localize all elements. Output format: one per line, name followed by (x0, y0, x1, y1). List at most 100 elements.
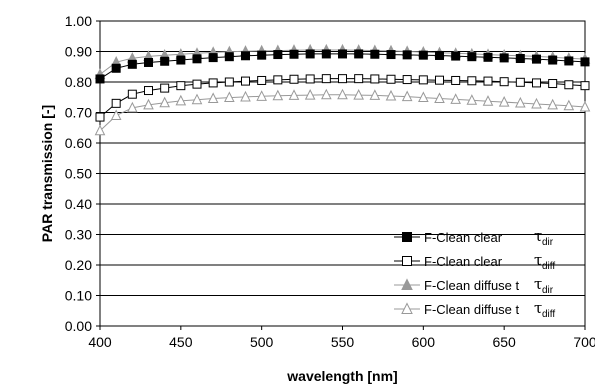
data-point (159, 96, 170, 108)
data-point (451, 75, 461, 85)
data-point (273, 50, 283, 60)
data-point (580, 81, 590, 91)
data-point (418, 75, 428, 85)
legend-subscript: diff (542, 261, 555, 272)
data-point (272, 89, 284, 101)
data-point (127, 89, 137, 99)
data-point (499, 77, 509, 87)
data-point (240, 90, 251, 102)
y-tick-label: 0.90 (65, 44, 92, 60)
legend-item: F-Clean clear τ diff (394, 251, 555, 272)
data-point (224, 77, 234, 87)
data-point (127, 59, 137, 69)
data-point (127, 101, 138, 113)
data-point (160, 56, 170, 66)
data-point (385, 89, 397, 101)
y-tick-label: 0.00 (65, 318, 92, 334)
data-point (564, 80, 574, 90)
data-point (401, 278, 413, 290)
legend-symbol: τ (534, 251, 542, 269)
data-point (515, 54, 525, 64)
legend-item: F-Clean diffuse t τ dir (394, 275, 554, 296)
x-tick-label: 450 (169, 334, 193, 350)
data-point (354, 74, 364, 84)
data-point (548, 79, 558, 89)
series-1 (95, 49, 590, 84)
y-tick-label: 0.60 (65, 135, 92, 151)
data-point (257, 50, 267, 60)
data-point (402, 50, 412, 60)
data-point (435, 75, 444, 85)
data-point (94, 124, 106, 136)
data-point (563, 99, 575, 111)
data-point (175, 94, 187, 106)
data-point (338, 74, 347, 84)
data-point (289, 49, 299, 59)
data-point (418, 50, 428, 60)
y-tick-label: 0.40 (65, 196, 92, 212)
legend-subscript: dir (542, 285, 554, 296)
legend-subscript: diff (542, 309, 555, 320)
legend-label: F-Clean clear (424, 254, 503, 269)
data-point (160, 83, 170, 93)
data-point (207, 92, 219, 103)
x-tick-label: 500 (250, 334, 274, 350)
series-2 (95, 74, 590, 122)
data-point (515, 77, 525, 87)
legend-symbol: τ (534, 275, 542, 293)
data-point (176, 55, 186, 65)
data-point (288, 89, 300, 100)
data-point (321, 88, 332, 100)
data-point (434, 92, 445, 103)
data-point (369, 89, 381, 100)
data-point (224, 91, 235, 103)
data-point (450, 93, 461, 104)
data-point (466, 94, 478, 105)
data-point (531, 97, 542, 109)
data-point (304, 88, 316, 100)
data-point (111, 98, 121, 108)
data-point (338, 49, 347, 59)
y-tick-label: 1.00 (65, 13, 92, 29)
x-tick-label: 650 (492, 334, 516, 350)
data-point (401, 90, 413, 102)
data-point (402, 256, 412, 266)
y-tick-label: 0.20 (65, 257, 92, 273)
y-tick-label: 0.30 (65, 227, 92, 243)
data-point (321, 74, 331, 84)
data-point (257, 75, 267, 85)
data-point (435, 50, 444, 60)
data-point (208, 53, 218, 63)
data-point (321, 49, 331, 59)
data-point (532, 78, 541, 88)
data-point (110, 109, 122, 121)
x-axis: 400 450 500 550 600 650 700 (88, 326, 595, 350)
data-point (498, 96, 510, 107)
data-point (386, 50, 396, 60)
data-point (548, 55, 558, 65)
data-point (499, 53, 509, 63)
data-point (370, 49, 380, 59)
data-point (273, 75, 283, 85)
data-point (289, 74, 299, 84)
data-point (483, 76, 493, 86)
data-point (143, 98, 154, 110)
data-point (208, 78, 218, 88)
data-point (418, 91, 429, 103)
data-point (95, 112, 105, 122)
data-point (191, 93, 203, 105)
data-point (515, 96, 526, 108)
data-point (467, 76, 477, 86)
data-point (579, 100, 591, 112)
data-point (547, 98, 558, 110)
legend-symbol: τ (534, 299, 542, 317)
data-point (337, 88, 348, 100)
legend-item: F-Clean diffuse t τ diff (394, 299, 555, 320)
data-point (176, 81, 186, 91)
x-tick-label: 550 (331, 334, 355, 350)
data-point (402, 75, 412, 85)
y-tick-label: 0.70 (65, 105, 92, 121)
data-point (353, 88, 364, 100)
legend-label: F-Clean clear (424, 230, 503, 245)
